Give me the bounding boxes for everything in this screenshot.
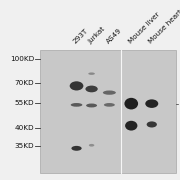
Bar [40,50,176,173]
Text: PAX7: PAX7 [179,99,180,108]
Text: AS49: AS49 [105,27,123,45]
Ellipse shape [145,99,158,108]
Ellipse shape [86,86,98,92]
Text: 40KD: 40KD [15,125,34,130]
Ellipse shape [147,121,157,127]
Text: 100KD: 100KD [10,56,34,62]
Ellipse shape [70,81,83,91]
Text: 55KD: 55KD [15,100,34,106]
Text: 35KD: 35KD [15,143,34,149]
Ellipse shape [86,103,97,107]
Ellipse shape [89,144,94,147]
Text: 293T: 293T [72,28,89,45]
Ellipse shape [104,103,115,107]
Ellipse shape [124,98,138,109]
Text: Jurkat: Jurkat [87,26,107,45]
Text: Mouse heart: Mouse heart [148,9,180,45]
Ellipse shape [103,91,116,95]
Text: Mouse liver: Mouse liver [127,11,161,45]
Ellipse shape [88,72,95,75]
Ellipse shape [125,121,137,130]
Ellipse shape [71,146,82,151]
Text: 70KD: 70KD [15,80,34,86]
Ellipse shape [71,103,82,107]
